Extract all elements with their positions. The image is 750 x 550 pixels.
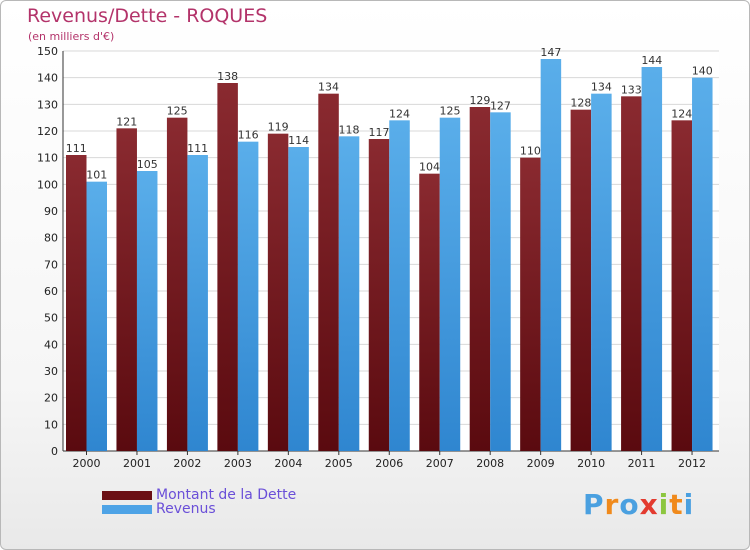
x-tick-label: 2001 <box>123 457 151 470</box>
x-tick-label: 2004 <box>274 457 302 470</box>
data-label-dette: 124 <box>671 107 692 120</box>
data-label-revenus: 116 <box>238 129 259 142</box>
bar-revenus <box>288 147 309 451</box>
logo-letter: i <box>658 488 670 521</box>
bar-dette <box>267 133 289 451</box>
x-tick-label: 2009 <box>527 457 555 470</box>
data-label-revenus: 140 <box>692 65 713 78</box>
x-tick-label: 2000 <box>73 457 101 470</box>
y-tick-label: 20 <box>44 392 58 405</box>
bar-revenus <box>692 77 713 452</box>
y-tick-label: 100 <box>37 178 58 191</box>
x-tick-label: 2011 <box>628 457 656 470</box>
data-label-dette: 129 <box>469 94 490 107</box>
bar-dette <box>116 128 137 451</box>
x-tick-label: 2005 <box>325 457 353 470</box>
legend-label-revenus: Revenus <box>156 501 216 517</box>
data-label-dette: 110 <box>520 145 541 158</box>
x-tick-label: 2003 <box>224 457 252 470</box>
chart-title: Revenus/Dette - ROQUES <box>27 5 268 27</box>
data-label-dette: 121 <box>116 115 137 128</box>
data-label-dette: 128 <box>570 97 591 110</box>
data-label-revenus: 101 <box>86 169 107 182</box>
bar-revenus <box>338 136 360 452</box>
legend-swatch-revenus <box>102 505 152 514</box>
x-tick-label: 2002 <box>173 457 201 470</box>
bar-revenus <box>187 155 208 451</box>
bar-revenus <box>86 181 107 451</box>
y-tick-label: 80 <box>44 232 58 245</box>
logo-letter: r <box>604 488 620 521</box>
bar-dette <box>318 93 339 452</box>
y-tick-label: 30 <box>44 365 58 378</box>
logo-letter: P <box>583 488 605 521</box>
y-tick-label: 0 <box>51 445 58 458</box>
logo-letter: t <box>669 488 684 521</box>
y-tick-label: 130 <box>37 98 58 111</box>
bar-dette <box>469 107 491 451</box>
bar-dette <box>166 117 188 452</box>
logo-letter: x <box>639 488 659 521</box>
y-tick-label: 10 <box>44 418 58 431</box>
data-label-dette: 134 <box>318 81 339 94</box>
bar-revenus <box>136 171 158 451</box>
bar-dette <box>520 157 541 451</box>
data-label-revenus: 127 <box>490 99 511 112</box>
x-tick-label: 2010 <box>577 457 605 470</box>
proxiti-logo: Proxiti <box>583 488 694 521</box>
data-label-dette: 125 <box>167 105 188 118</box>
data-label-revenus: 114 <box>288 134 309 147</box>
y-tick-label: 150 <box>37 45 58 58</box>
bar-revenus <box>237 141 259 451</box>
data-label-dette: 119 <box>268 121 289 134</box>
data-label-dette: 133 <box>621 83 642 96</box>
data-label-revenus: 124 <box>389 107 410 120</box>
bar-dette <box>419 173 440 451</box>
x-tick-label: 2008 <box>476 457 504 470</box>
data-label-dette: 104 <box>419 161 440 174</box>
x-tick-label: 2012 <box>678 457 706 470</box>
data-label-revenus: 134 <box>591 81 612 94</box>
bar-revenus <box>591 93 612 452</box>
data-label-revenus: 118 <box>339 123 360 136</box>
chart-subtitle: (en milliers d'€) <box>28 30 115 43</box>
bar-dette <box>621 96 642 451</box>
y-tick-label: 50 <box>44 312 58 325</box>
bar-dette <box>217 83 238 451</box>
y-tick-label: 60 <box>44 285 58 298</box>
data-label-revenus: 144 <box>641 54 662 67</box>
bar-dette <box>570 109 592 452</box>
bar-dette <box>368 139 390 451</box>
x-tick-label: 2007 <box>426 457 454 470</box>
y-tick-label: 70 <box>44 258 58 271</box>
data-label-dette: 111 <box>66 142 87 155</box>
bar-revenus <box>389 120 410 451</box>
y-tick-label: 140 <box>37 72 58 85</box>
legend-swatch-dette <box>102 491 152 500</box>
bar-revenus <box>439 117 461 452</box>
legend-label-dette: Montant de la Dette <box>156 487 297 503</box>
bar-revenus <box>490 112 511 451</box>
bar-dette <box>66 155 87 451</box>
y-tick-label: 40 <box>44 338 58 351</box>
y-tick-label: 110 <box>37 152 58 165</box>
bar-revenus <box>540 59 562 451</box>
x-tick-label: 2006 <box>375 457 403 470</box>
data-label-revenus: 111 <box>187 142 208 155</box>
data-label-dette: 117 <box>369 126 390 139</box>
bar-revenus <box>641 67 663 451</box>
logo-letter: o <box>619 488 640 521</box>
data-label-revenus: 147 <box>540 46 561 59</box>
y-tick-label: 90 <box>44 205 58 218</box>
logo-letter: i <box>683 488 695 521</box>
data-label-revenus: 125 <box>439 105 460 118</box>
data-label-revenus: 105 <box>137 158 158 171</box>
bar-dette <box>671 120 693 451</box>
data-label-dette: 138 <box>217 70 238 83</box>
y-tick-label: 120 <box>37 125 58 138</box>
